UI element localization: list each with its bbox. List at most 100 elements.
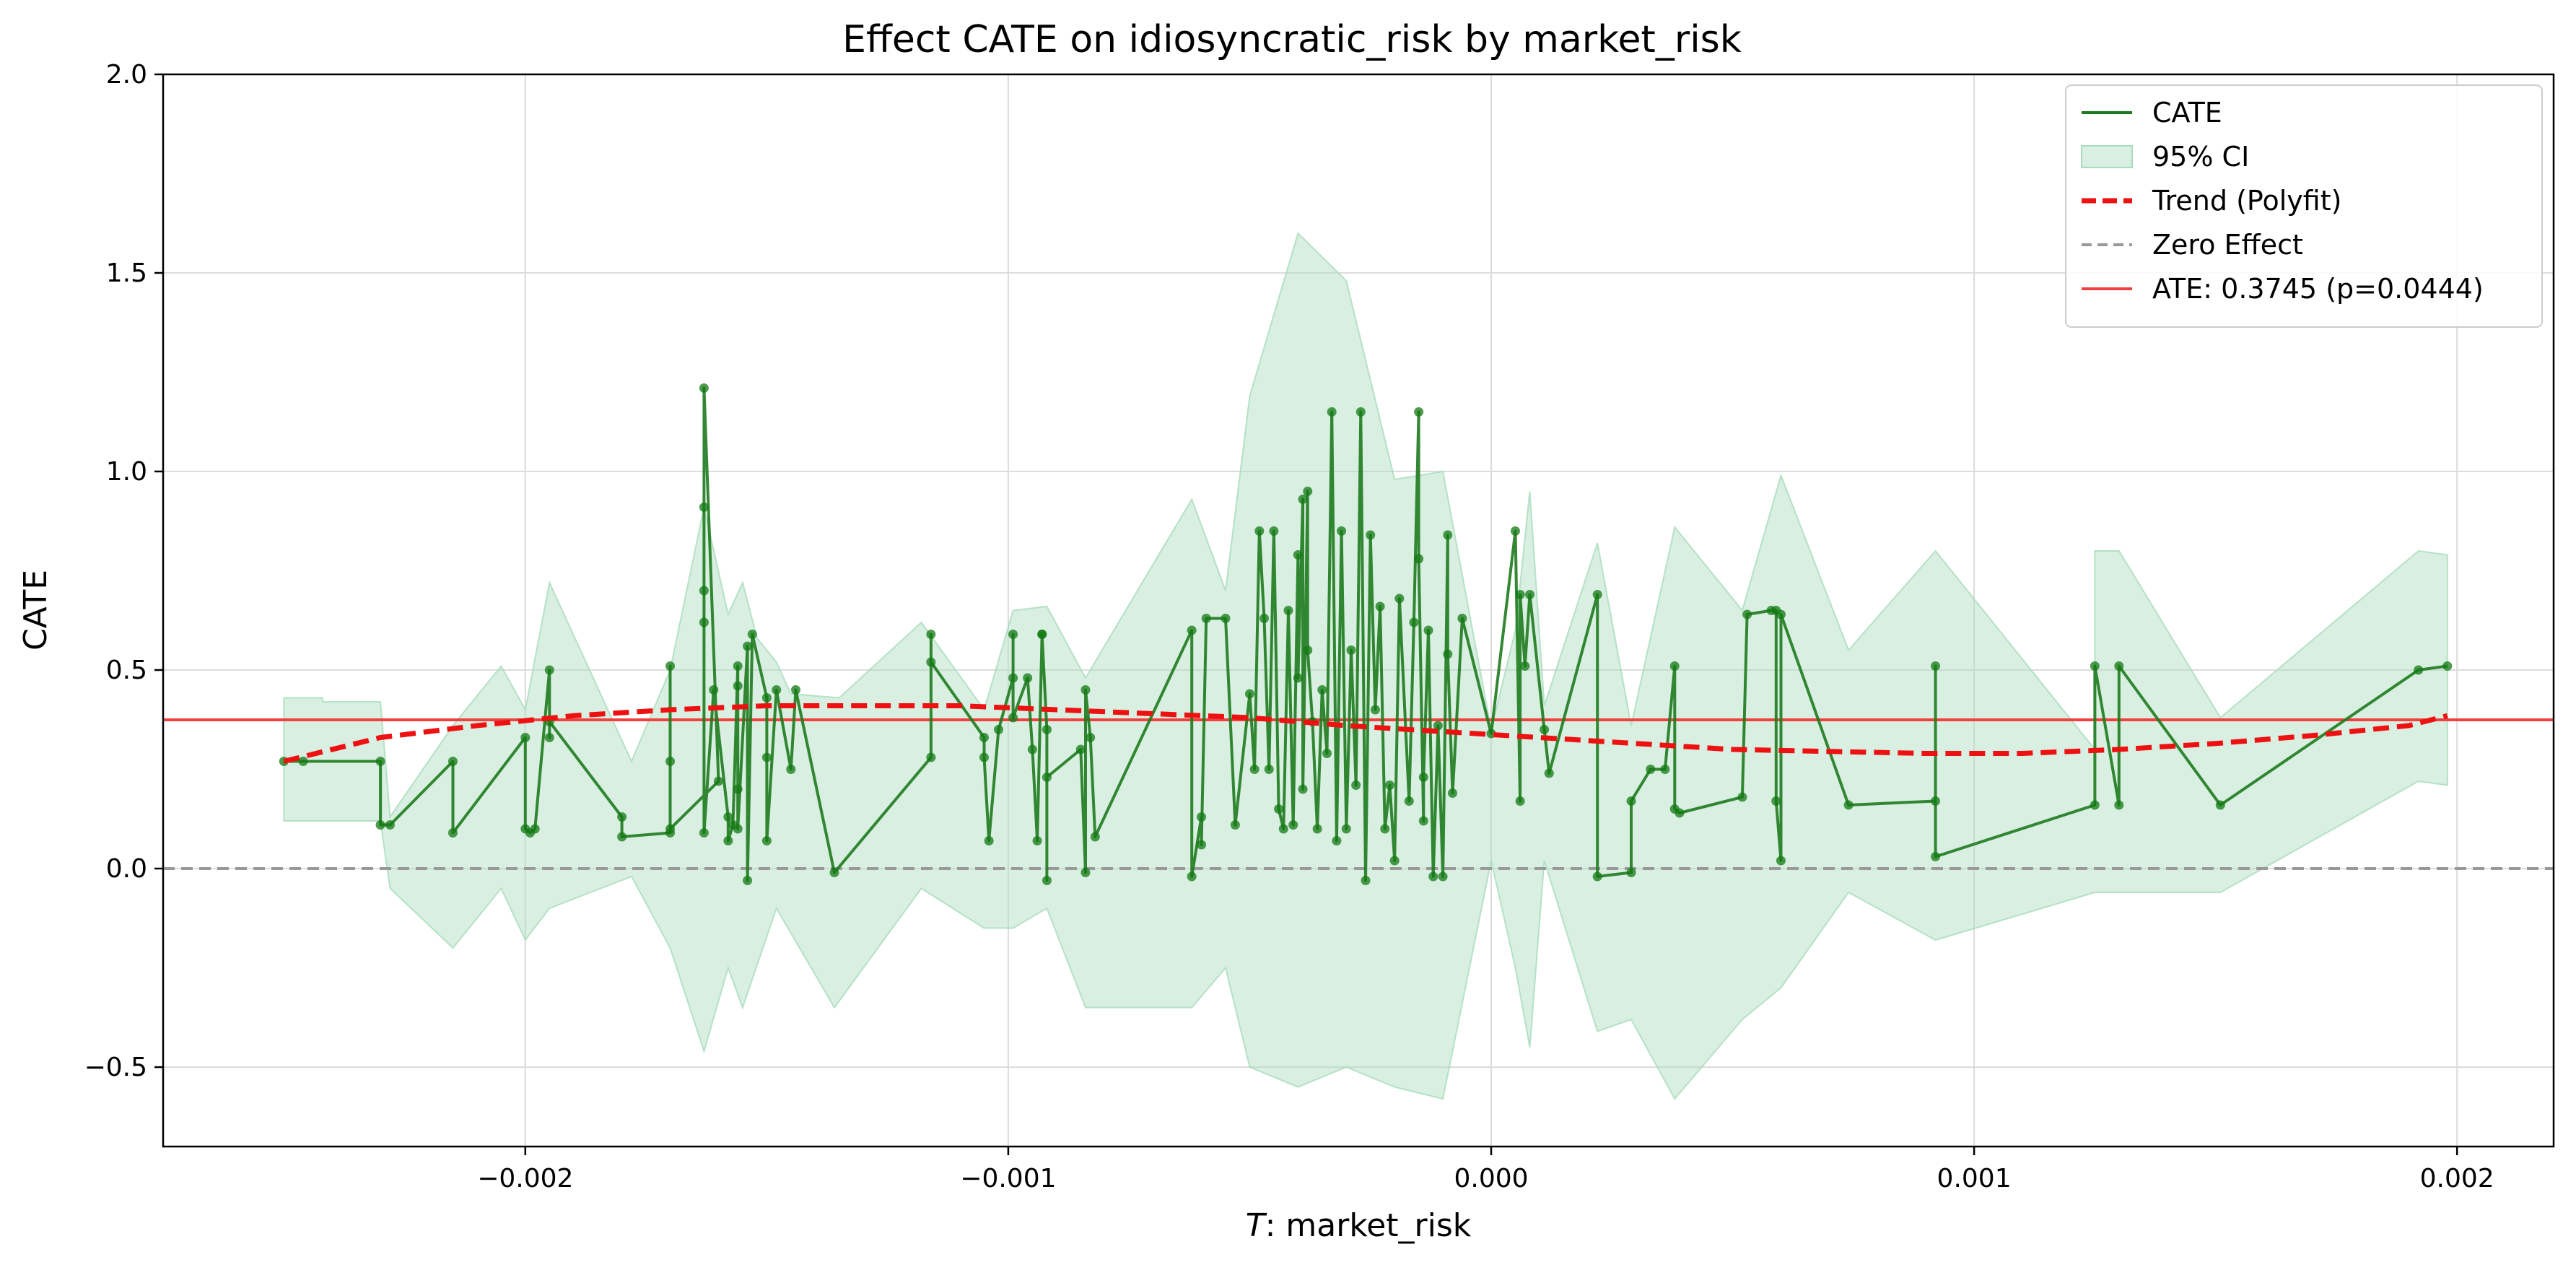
cate-point xyxy=(709,685,719,695)
cate-point xyxy=(1298,784,1308,794)
legend-label: 95% CI xyxy=(2152,141,2249,173)
cate-point xyxy=(1540,725,1550,734)
cate-point xyxy=(2090,800,2100,810)
y-tick-label: 1.0 xyxy=(106,457,147,487)
cate-point xyxy=(1303,487,1313,496)
cate-point xyxy=(1626,868,1636,877)
cate-point xyxy=(447,828,458,838)
cate-point xyxy=(665,824,676,834)
x-axis-label-var: T xyxy=(1246,1207,1267,1244)
cate-point xyxy=(713,776,723,786)
x-axis-label: T: market_risk xyxy=(1246,1207,1472,1244)
cate-point xyxy=(1931,796,1941,806)
cate-point xyxy=(1414,407,1424,417)
cate-point xyxy=(699,383,709,393)
cate-point xyxy=(1414,554,1424,564)
cate-point xyxy=(530,824,540,834)
cate-point xyxy=(1515,590,1525,599)
cate-point xyxy=(699,586,709,596)
plot-frame xyxy=(162,73,2555,1148)
x-axis-label-rest: : market_risk xyxy=(1265,1207,1472,1244)
cate-point xyxy=(733,824,743,834)
cate-point xyxy=(1341,824,1351,834)
cate-point xyxy=(1742,609,1752,619)
cate-point xyxy=(1197,812,1207,822)
cate-point xyxy=(733,784,743,794)
cate-point xyxy=(1646,765,1656,774)
cate-point xyxy=(699,617,709,627)
cate-point xyxy=(1080,868,1091,877)
x-tick-label: 0.001 xyxy=(1937,1164,2012,1193)
cate-point xyxy=(1370,705,1380,715)
x-tick-label: −0.002 xyxy=(477,1164,573,1193)
cate-point xyxy=(1269,526,1279,536)
cate-point xyxy=(1423,625,1433,635)
cate-point xyxy=(617,812,627,822)
cate-point xyxy=(1187,625,1197,635)
cate-point xyxy=(1037,630,1047,639)
cate-point xyxy=(1042,725,1052,734)
cate-point xyxy=(984,836,994,845)
legend-box xyxy=(2065,84,2543,328)
cate-point xyxy=(743,876,753,885)
cate-point xyxy=(1023,673,1033,683)
cate-point xyxy=(1409,617,1419,627)
cate-point xyxy=(2114,661,2124,671)
cate-point xyxy=(1042,773,1052,782)
cate-point xyxy=(1675,808,1685,818)
cate-point xyxy=(1931,852,1941,861)
cate-point xyxy=(761,693,772,703)
cate-point xyxy=(1293,673,1303,683)
legend-label: CATE xyxy=(2152,97,2222,129)
cate-point xyxy=(1027,744,1037,754)
cate-point xyxy=(1298,495,1308,504)
cate-point xyxy=(1274,804,1284,814)
cate-point xyxy=(1510,526,1520,536)
cate-point xyxy=(520,733,531,742)
cate-point xyxy=(786,765,796,774)
cate-point xyxy=(1380,824,1390,834)
legend-label: Trend (Polyfit) xyxy=(2152,185,2341,217)
cate-point xyxy=(699,828,709,838)
cate-point xyxy=(1327,407,1337,417)
cate-point xyxy=(791,685,801,695)
cate-point xyxy=(926,630,936,639)
cate-point xyxy=(1249,765,1259,774)
cate-point xyxy=(1283,606,1293,615)
cate-point xyxy=(375,757,385,766)
cate-point xyxy=(1086,733,1096,742)
cate-point xyxy=(1337,526,1347,536)
legend-label: ATE: 0.3745 (p=0.0444) xyxy=(2152,273,2484,305)
cate-point xyxy=(1525,590,1535,599)
cate-point xyxy=(723,812,733,822)
cate-point xyxy=(1230,820,1240,830)
cate-point xyxy=(1264,765,1274,774)
cate-point xyxy=(1592,590,1602,599)
cate-point xyxy=(2215,800,2225,810)
cate-point xyxy=(979,733,989,742)
cate-point xyxy=(1278,824,1288,834)
cate-point xyxy=(1433,721,1443,731)
cate-point xyxy=(1346,645,1356,655)
cate-point xyxy=(1075,744,1086,754)
cate-point xyxy=(1394,593,1405,604)
cate-point xyxy=(1776,609,1786,619)
cate-point xyxy=(1520,661,1530,671)
legend-swatch-ci xyxy=(2081,145,2133,168)
cate-point xyxy=(926,752,936,762)
cate-point xyxy=(1244,689,1254,699)
y-axis-ticks: −0.5 0.0 0.5 1.0 1.5 2.0 xyxy=(84,60,163,1082)
cate-point xyxy=(1259,614,1270,623)
cate-point xyxy=(544,665,554,675)
chart-title: Effect CATE on idiosyncratic_risk by mar… xyxy=(842,18,1742,61)
cate-point xyxy=(761,836,772,845)
ci-band-layer xyxy=(283,232,2448,1100)
y-tick-label: 0.5 xyxy=(106,656,147,685)
cate-point xyxy=(544,733,554,742)
cate-point xyxy=(1221,614,1231,623)
cate-point xyxy=(1443,649,1453,659)
reference-lines xyxy=(163,718,2554,870)
cate-point xyxy=(617,832,627,842)
cate-point xyxy=(1457,614,1467,623)
